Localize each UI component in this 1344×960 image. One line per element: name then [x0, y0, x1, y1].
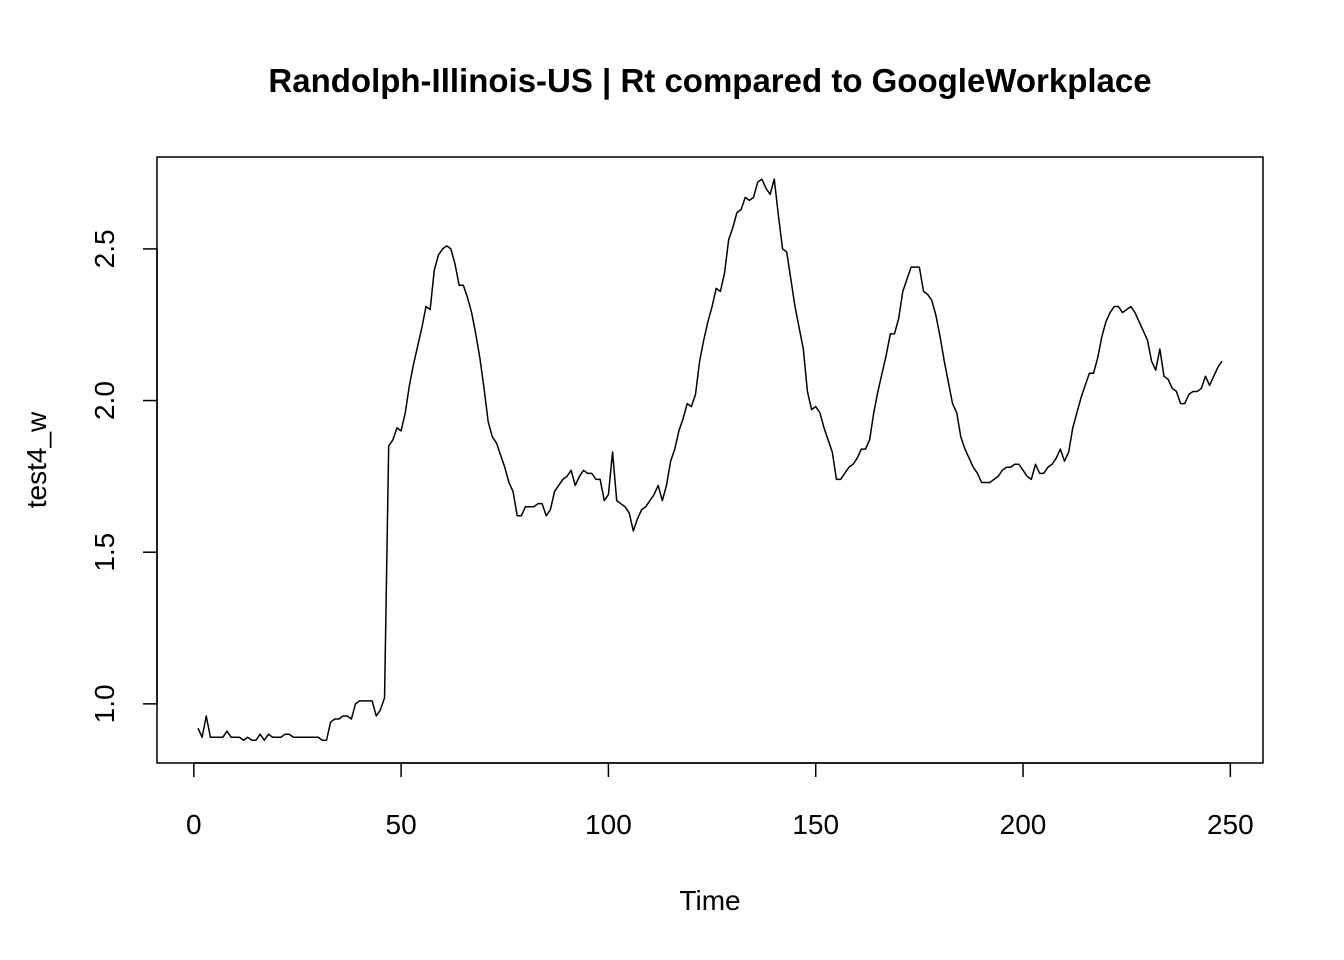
x-tick-label: 250	[1207, 809, 1254, 840]
x-tick-label: 150	[792, 809, 839, 840]
plot-box	[156, 156, 1264, 764]
data-line	[197, 178, 1223, 741]
x-axis-label: Time	[679, 885, 740, 916]
x-tick-label: 50	[386, 809, 417, 840]
y-tick-label: 1.0	[89, 684, 120, 723]
y-tick-label: 2.0	[89, 381, 120, 420]
chart-title: Randolph-Illinois-US | Rt compared to Go…	[268, 62, 1151, 99]
x-tick-label: 200	[1000, 809, 1047, 840]
y-axis-label: test4_w	[21, 411, 52, 508]
x-tick-label: 100	[585, 809, 632, 840]
y-tick-label: 2.5	[89, 229, 120, 268]
x-tick-label: 0	[186, 809, 202, 840]
y-tick-label: 1.5	[89, 533, 120, 572]
